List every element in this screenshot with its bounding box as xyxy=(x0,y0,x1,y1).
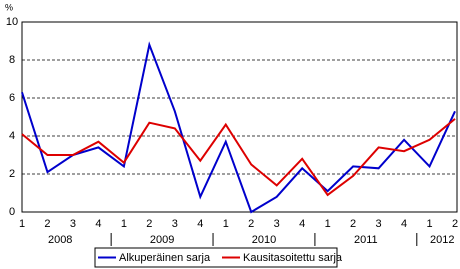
legend-label: Kausitasoitettu sarja xyxy=(243,252,343,264)
x-tick-label: 1 xyxy=(325,218,331,230)
x-tick-label: 4 xyxy=(299,218,305,230)
x-tick-label: 1 xyxy=(19,218,25,230)
x-tick-label: 4 xyxy=(95,218,101,230)
x-tick-label: 1 xyxy=(223,218,229,230)
x-tick-label: 3 xyxy=(376,218,382,230)
legend-box xyxy=(94,247,338,268)
year-label: 2011 xyxy=(354,234,378,246)
series-line xyxy=(21,41,456,214)
y-tick-label: 10 xyxy=(6,16,18,28)
x-tick-label: 3 xyxy=(70,218,76,230)
x-tick-label: 2 xyxy=(44,218,50,230)
y-tick-label: 2 xyxy=(9,168,15,180)
x-tick-label: 2 xyxy=(248,218,254,230)
x-tick-label: 2 xyxy=(350,218,356,230)
x-tick-label: 3 xyxy=(274,218,280,230)
year-label: 2008 xyxy=(48,234,72,246)
x-tick-label: 2 xyxy=(452,218,458,230)
x-tick-label: 1 xyxy=(426,218,432,230)
y-tick-label: 6 xyxy=(9,92,15,104)
y-tick-label: 0 xyxy=(9,206,15,218)
x-tick-label: 3 xyxy=(172,218,178,230)
x-tick-label: 4 xyxy=(401,218,407,230)
legend-label: Alkuperäinen sarja xyxy=(119,252,211,264)
x-tick-label: 4 xyxy=(197,218,203,230)
y-tick-label: 8 xyxy=(9,54,15,66)
plot-frame xyxy=(21,21,458,213)
y-tick-label: 4 xyxy=(9,130,15,142)
x-tick-label: 1 xyxy=(121,218,127,230)
x-tick-label: 2 xyxy=(146,218,152,230)
series-line xyxy=(21,118,456,197)
year-label: 2009 xyxy=(150,234,174,246)
year-label: 2010 xyxy=(252,234,276,246)
y-unit: % xyxy=(5,2,13,12)
year-label: 2012 xyxy=(430,234,454,246)
